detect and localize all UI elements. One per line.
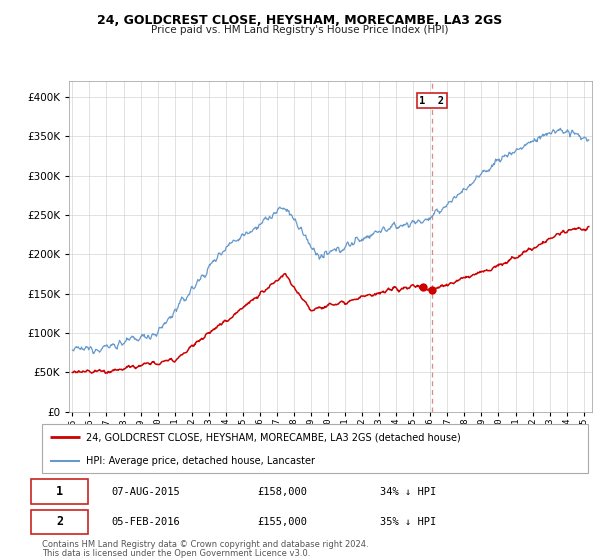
Text: 24, GOLDCREST CLOSE, HEYSHAM, MORECAMBE, LA3 2GS: 24, GOLDCREST CLOSE, HEYSHAM, MORECAMBE,… [97, 14, 503, 27]
Text: HPI: Average price, detached house, Lancaster: HPI: Average price, detached house, Lanc… [86, 456, 314, 466]
Text: £155,000: £155,000 [257, 517, 307, 527]
Text: 07-AUG-2015: 07-AUG-2015 [112, 487, 180, 497]
FancyBboxPatch shape [42, 424, 588, 473]
Text: 05-FEB-2016: 05-FEB-2016 [112, 517, 180, 527]
Text: 34% ↓ HPI: 34% ↓ HPI [380, 487, 436, 497]
Text: £158,000: £158,000 [257, 487, 307, 497]
Text: 2: 2 [56, 515, 63, 529]
Text: Contains HM Land Registry data © Crown copyright and database right 2024.: Contains HM Land Registry data © Crown c… [42, 540, 368, 549]
Text: 35% ↓ HPI: 35% ↓ HPI [380, 517, 436, 527]
Text: Price paid vs. HM Land Registry's House Price Index (HPI): Price paid vs. HM Land Registry's House … [151, 25, 449, 35]
Text: 24, GOLDCREST CLOSE, HEYSHAM, MORECAMBE, LA3 2GS (detached house): 24, GOLDCREST CLOSE, HEYSHAM, MORECAMBE,… [86, 432, 460, 442]
Text: This data is licensed under the Open Government Licence v3.0.: This data is licensed under the Open Gov… [42, 549, 310, 558]
FancyBboxPatch shape [31, 510, 88, 534]
FancyBboxPatch shape [31, 479, 88, 504]
Text: 1: 1 [56, 485, 63, 498]
Text: 1  2: 1 2 [419, 96, 444, 106]
